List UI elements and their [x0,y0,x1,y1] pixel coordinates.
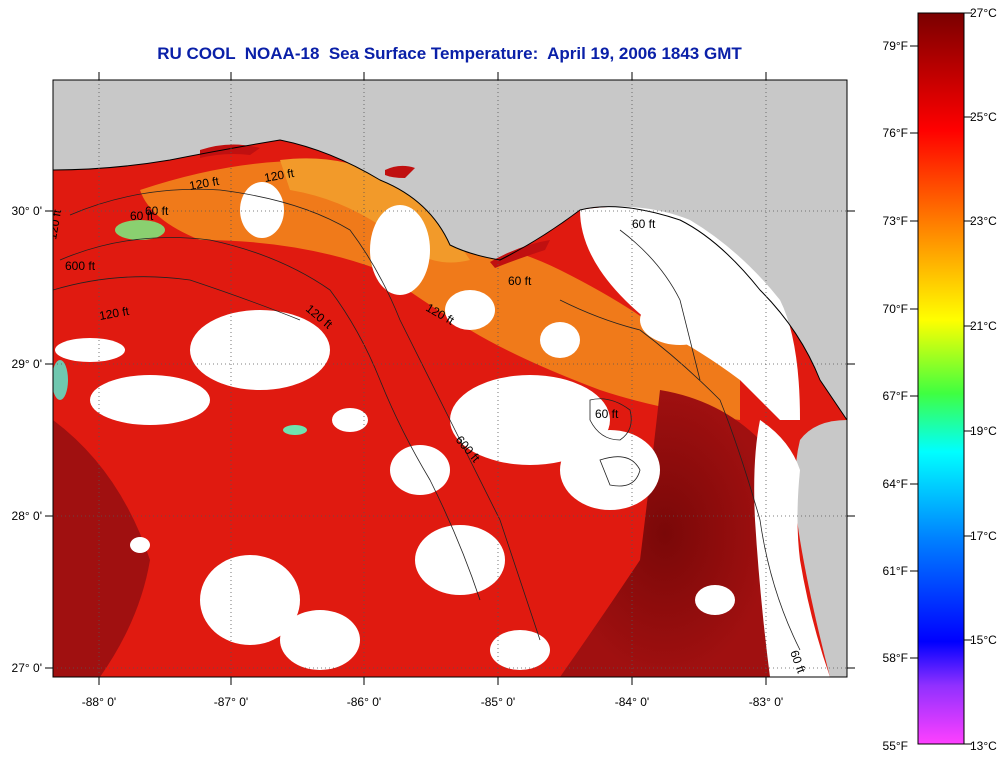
contour-label: 120 ft [98,304,131,323]
map-frame [52,79,848,678]
cold-patch [283,425,307,435]
lat-label: 30° 0' [12,204,42,218]
cold-patch [115,220,165,240]
colorbar-fahrenheit-label: 55°F [883,739,908,753]
bathymetry-contours [53,188,801,651]
colorbar-celsius-label: 15°C [970,633,997,647]
contour-label: 60 ft [632,217,656,231]
colorbar-celsius-label: 13°C [970,739,997,753]
colorbar-celsius-label: 25°C [970,110,997,124]
contour-label: 60 ft [595,407,619,421]
lon-label: -88° 0' [82,695,116,709]
colorbar-celsius-label: 21°C [970,319,997,333]
lat-label: 27° 0' [12,661,42,675]
land-florida-peninsula [795,420,847,677]
shelf-warm-water [140,160,740,420]
lat-label: 28° 0' [12,509,42,523]
lon-label: -85° 0' [481,695,515,709]
lat-label: 29° 0' [12,357,42,371]
colorbar-fahrenheit-label: 64°F [883,477,908,491]
cold-patch [53,360,68,400]
lon-label: -87° 0' [214,695,248,709]
bay-water [385,165,415,178]
colorbar-celsius-label: 17°C [970,529,997,543]
colorbar-celsius-label: 19°C [970,424,997,438]
bay-water [200,144,260,158]
lon-label: -84° 0' [615,695,649,709]
colorbar-fahrenheit-label: 79°F [883,39,908,53]
graticule [53,80,847,677]
colorbar-gradient [917,12,965,745]
bay-water [490,240,550,268]
western-hot-water [53,420,150,677]
map-panel: 120 ft 120 ft 60 ft 600 ft 120 ft 120 ft… [45,80,847,677]
colorbar-fahrenheit-label: 61°F [883,564,908,578]
lon-label: -83° 0' [749,695,783,709]
axis-ticks [45,72,855,685]
colorbar-fahrenheit-label: 70°F [883,302,908,316]
colorbar-celsius-label: 27°C [970,6,997,20]
coastline [53,139,847,421]
land-north [53,80,847,420]
colorbar-fahrenheit-label: 67°F [883,389,908,403]
contour-label: 60 ft [130,209,154,223]
colorbar-fahrenheit-label: 76°F [883,126,908,140]
contour-label: 120 ft [45,208,64,241]
map-title: RU COOL NOAA-18 Sea Surface Temperature:… [157,44,742,63]
contour-label: 120 ft [188,174,221,193]
colorbar-fahrenheit-label: 58°F [883,651,908,665]
lon-label: -86° 0' [347,695,381,709]
colorbar-ticks [910,12,972,745]
colorbar-fahrenheit-label: 73°F [883,214,908,228]
contour-label: 60 ft [508,274,532,288]
colorbar: 79°F 76°F 73°F 70°F 67°F 64°F 61°F 58°F … [883,6,998,753]
colorbar-celsius-label: 23°C [970,214,997,228]
contour-label: 120 ft [263,166,296,185]
contour-label: 600 ft [65,259,96,273]
cloud-masks [55,182,830,677]
